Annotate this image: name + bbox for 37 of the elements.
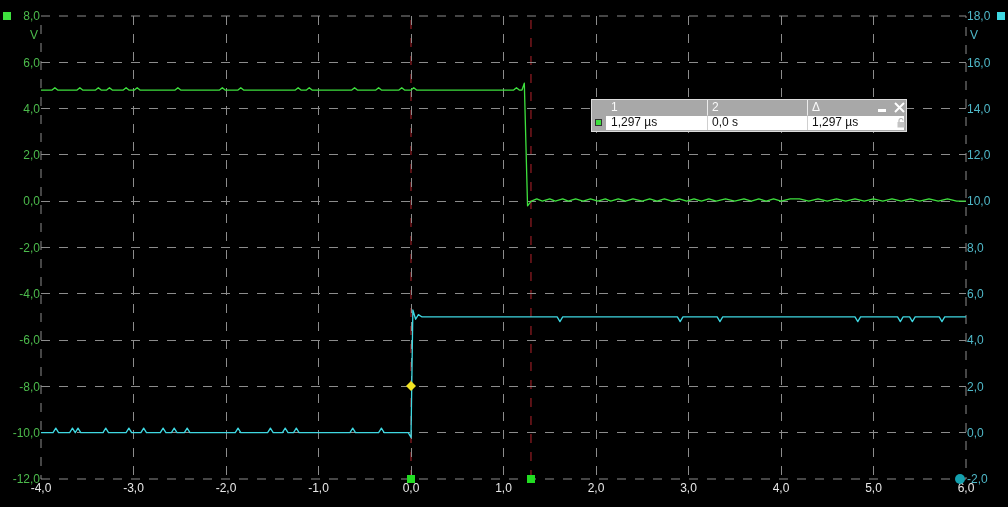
x-tick-label: -2,0 [215, 481, 237, 495]
y2-tick-label: 16,0 [967, 55, 991, 70]
y-tick-label: 8,0 [23, 9, 41, 24]
x-tick-label: -1,0 [308, 481, 330, 495]
x-tick-label: 2,0 [587, 481, 605, 495]
y2-tick-label: 4,0 [967, 333, 985, 348]
y-tick-label: 2,0 [23, 148, 41, 163]
y2-tick-label: 18,0 [967, 9, 991, 24]
x-tick-label: 3,0 [680, 481, 698, 495]
y-tick-label: 4,0 [23, 101, 41, 116]
y2-tick-label: 6,0 [967, 287, 985, 301]
annotation: Δ [807, 100, 821, 115]
y-tick-label: 6,0 [23, 55, 41, 70]
annotation: 2 [707, 100, 719, 115]
y-tick-label: -2,0 [19, 240, 41, 255]
y2-tick-label: 8,0 [967, 240, 985, 255]
x-tick-label: -3,0 [123, 481, 145, 495]
annotation: 1,297 µs [807, 115, 859, 130]
annotation: 0,0 s [707, 115, 739, 130]
y2-tick-label: 10,0 [967, 194, 991, 209]
y2-tick-label: 12,0 [967, 148, 991, 163]
x-tick-label: 4,0 [772, 481, 790, 495]
x-tick-label: 5,0 [865, 481, 883, 495]
y-tick-label: -6,0 [19, 333, 41, 348]
y2-tick-label: 14,0 [967, 101, 991, 116]
annotation: 1 [610, 100, 618, 115]
y2-tick-label: 0,0 [967, 425, 985, 440]
x-tick-label: 0,0 [402, 481, 420, 495]
y-tick-label: -10,0 [12, 425, 41, 440]
y-tick-label: 0,0 [23, 194, 41, 209]
y-axis-title: V [30, 28, 39, 42]
y-tick-label: -8,0 [19, 379, 41, 394]
y2-tick-label: 2,0 [967, 379, 985, 394]
y-tick-label: -4,0 [19, 287, 41, 301]
annotation: 1,297 µs [610, 115, 658, 130]
x-tick-label: 1,0 [495, 481, 513, 495]
y2-axis-title: V [970, 28, 979, 42]
